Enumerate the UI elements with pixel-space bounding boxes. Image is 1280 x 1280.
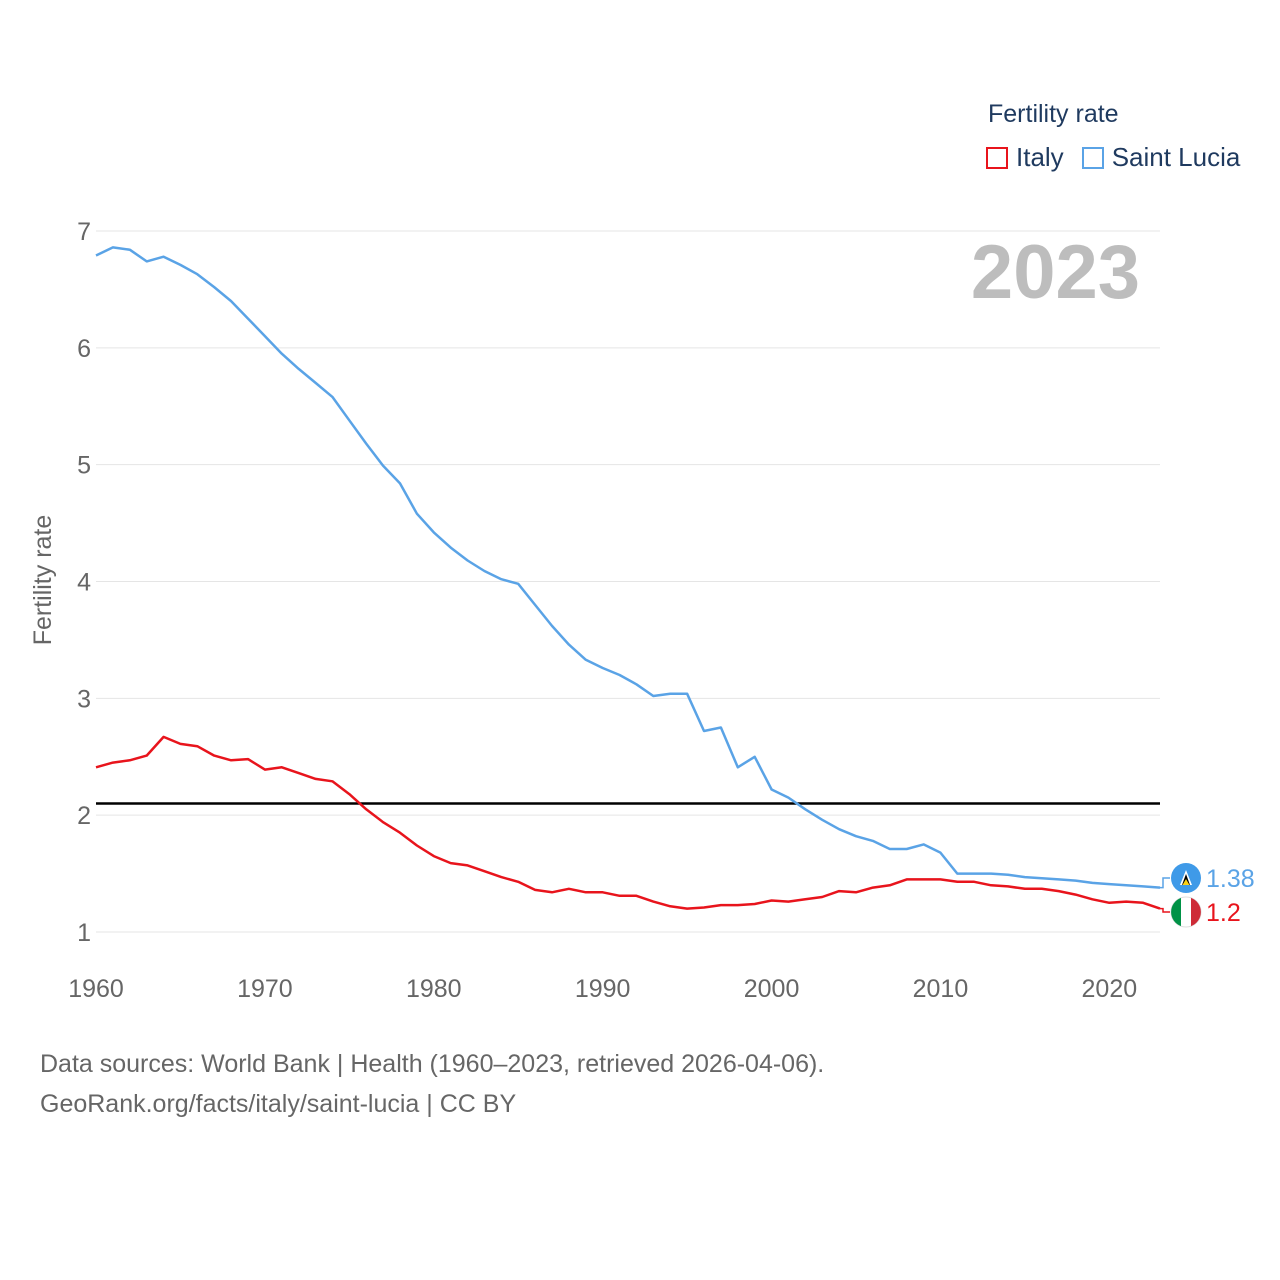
y-tick-label-7: 7	[77, 218, 91, 246]
legend: Italy Saint Lucia	[986, 142, 1258, 173]
footer-link[interactable]: GeoRank.org/facts/italy/saint-lucia | CC…	[40, 1090, 517, 1118]
series-end-markers: 1.2 1.38	[1160, 863, 1255, 928]
y-tick-label-4: 4	[77, 569, 91, 597]
legend-swatch-italy	[986, 146, 1008, 169]
footer-sources: Data sources: World Bank | Health (1960–…	[40, 1050, 825, 1078]
x-axis-ticks: 1960 1970 1980 1990 2000 2010 2020	[68, 975, 1137, 1003]
x-tick-label-1970: 1970	[237, 975, 293, 1003]
flag-green	[1171, 897, 1181, 927]
flag-gold-triangle	[1182, 879, 1190, 885]
footer: Data sources: World Bank | Health (1960–…	[40, 1044, 824, 1124]
legend-item-saint-lucia[interactable]: Saint Lucia	[1081, 142, 1241, 173]
y-axis-title: Fertility rate	[29, 515, 57, 646]
x-tick-label-2000: 2000	[744, 975, 800, 1003]
grid-lines	[96, 230, 1160, 933]
legend-label-saint-lucia: Saint Lucia	[1111, 142, 1241, 172]
series-lines	[95, 246, 1161, 910]
x-tick-label-2020: 2020	[1082, 975, 1138, 1003]
x-tick-label-1990: 1990	[575, 975, 631, 1003]
connector-italy	[1160, 907, 1170, 913]
series-line-italy	[95, 735, 1161, 910]
saint-lucia-flag-icon	[1171, 863, 1201, 893]
legend-item-italy[interactable]: Italy	[986, 142, 1064, 173]
x-tick-label-1960: 1960	[68, 975, 124, 1003]
end-value-label-italy: 1.2	[1206, 899, 1241, 927]
x-tick-label-2010: 2010	[913, 975, 969, 1003]
y-tick-label-2: 2	[77, 802, 91, 830]
flag-red	[1191, 897, 1201, 927]
y-tick-label-1: 1	[77, 919, 91, 947]
y-tick-label-5: 5	[77, 452, 91, 480]
series-line-saint-lucia	[95, 246, 1161, 889]
y-axis-ticks: 1 2 3 4 5 6 7	[77, 218, 91, 947]
connector-saint-lucia	[1160, 877, 1170, 889]
legend-title: Fertility rate	[988, 100, 1119, 128]
legend-swatch-saint-lucia	[1081, 146, 1104, 169]
italy-flag-icon	[1170, 896, 1202, 928]
y-tick-label-6: 6	[77, 335, 91, 363]
current-year-label: 2023	[971, 230, 1140, 315]
legend-label-italy: Italy	[1016, 142, 1064, 172]
end-value-label-saint-lucia: 1.38	[1206, 865, 1255, 893]
x-tick-label-1980: 1980	[406, 975, 462, 1003]
y-tick-label-3: 3	[77, 685, 91, 713]
